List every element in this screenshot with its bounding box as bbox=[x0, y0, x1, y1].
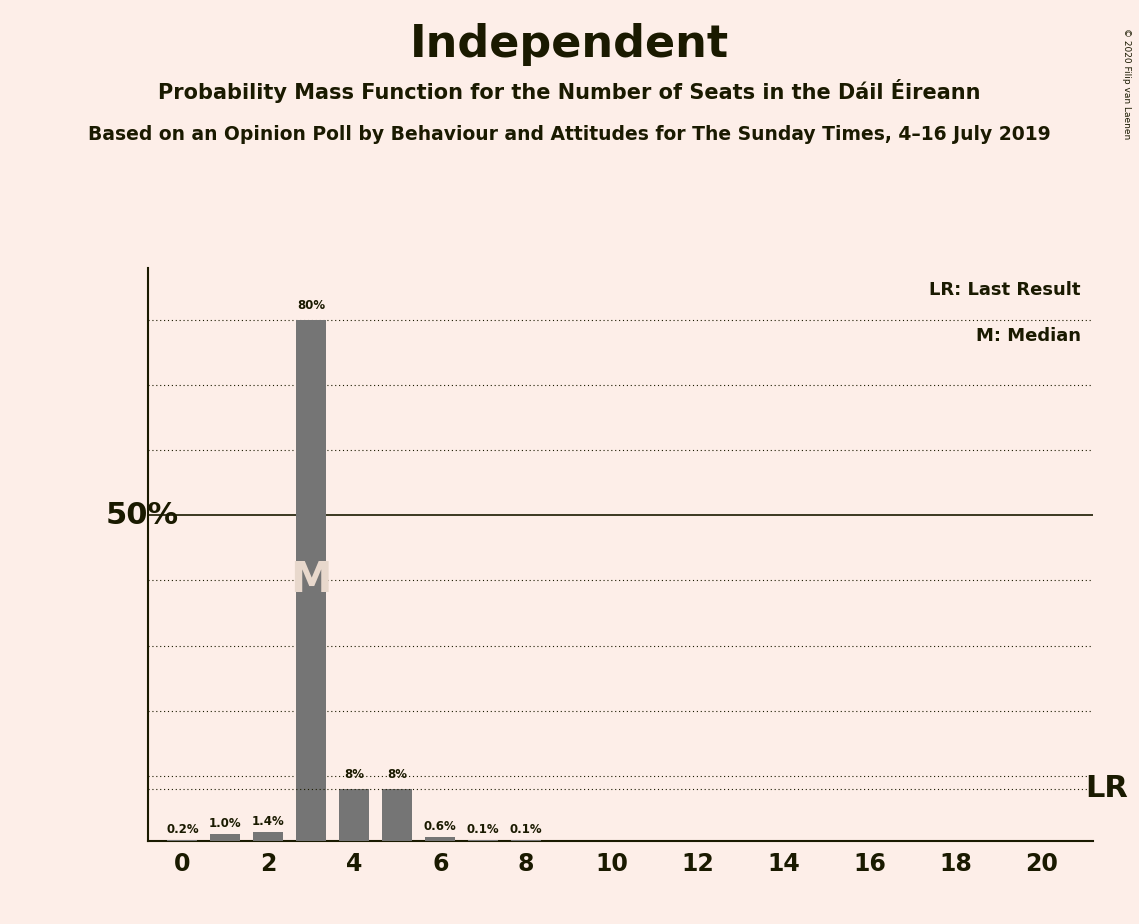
Text: © 2020 Filip van Laenen: © 2020 Filip van Laenen bbox=[1122, 28, 1131, 139]
Text: 50%: 50% bbox=[106, 501, 179, 529]
Bar bbox=[211, 834, 240, 841]
Text: 0.2%: 0.2% bbox=[166, 822, 199, 835]
Text: 0.1%: 0.1% bbox=[510, 823, 542, 836]
Bar bbox=[167, 840, 197, 841]
Text: 1.0%: 1.0% bbox=[210, 818, 241, 831]
Text: 0.1%: 0.1% bbox=[467, 823, 500, 836]
Text: Independent: Independent bbox=[410, 23, 729, 67]
Text: 0.6%: 0.6% bbox=[424, 820, 457, 833]
Text: 8%: 8% bbox=[387, 768, 408, 781]
Text: LR: Last Result: LR: Last Result bbox=[929, 281, 1081, 299]
Bar bbox=[296, 320, 327, 841]
Text: 1.4%: 1.4% bbox=[252, 815, 285, 828]
Text: M: M bbox=[290, 559, 333, 602]
Bar bbox=[253, 832, 284, 841]
Text: Probability Mass Function for the Number of Seats in the Dáil Éireann: Probability Mass Function for the Number… bbox=[158, 79, 981, 103]
Text: Based on an Opinion Poll by Behaviour and Attitudes for The Sunday Times, 4–16 J: Based on an Opinion Poll by Behaviour an… bbox=[88, 125, 1051, 144]
Bar bbox=[425, 837, 456, 841]
Bar bbox=[383, 789, 412, 841]
Text: 80%: 80% bbox=[297, 299, 326, 312]
Text: M: Median: M: Median bbox=[975, 326, 1081, 345]
Bar bbox=[339, 789, 369, 841]
Text: 8%: 8% bbox=[344, 768, 364, 781]
Text: LR: LR bbox=[1084, 774, 1128, 803]
